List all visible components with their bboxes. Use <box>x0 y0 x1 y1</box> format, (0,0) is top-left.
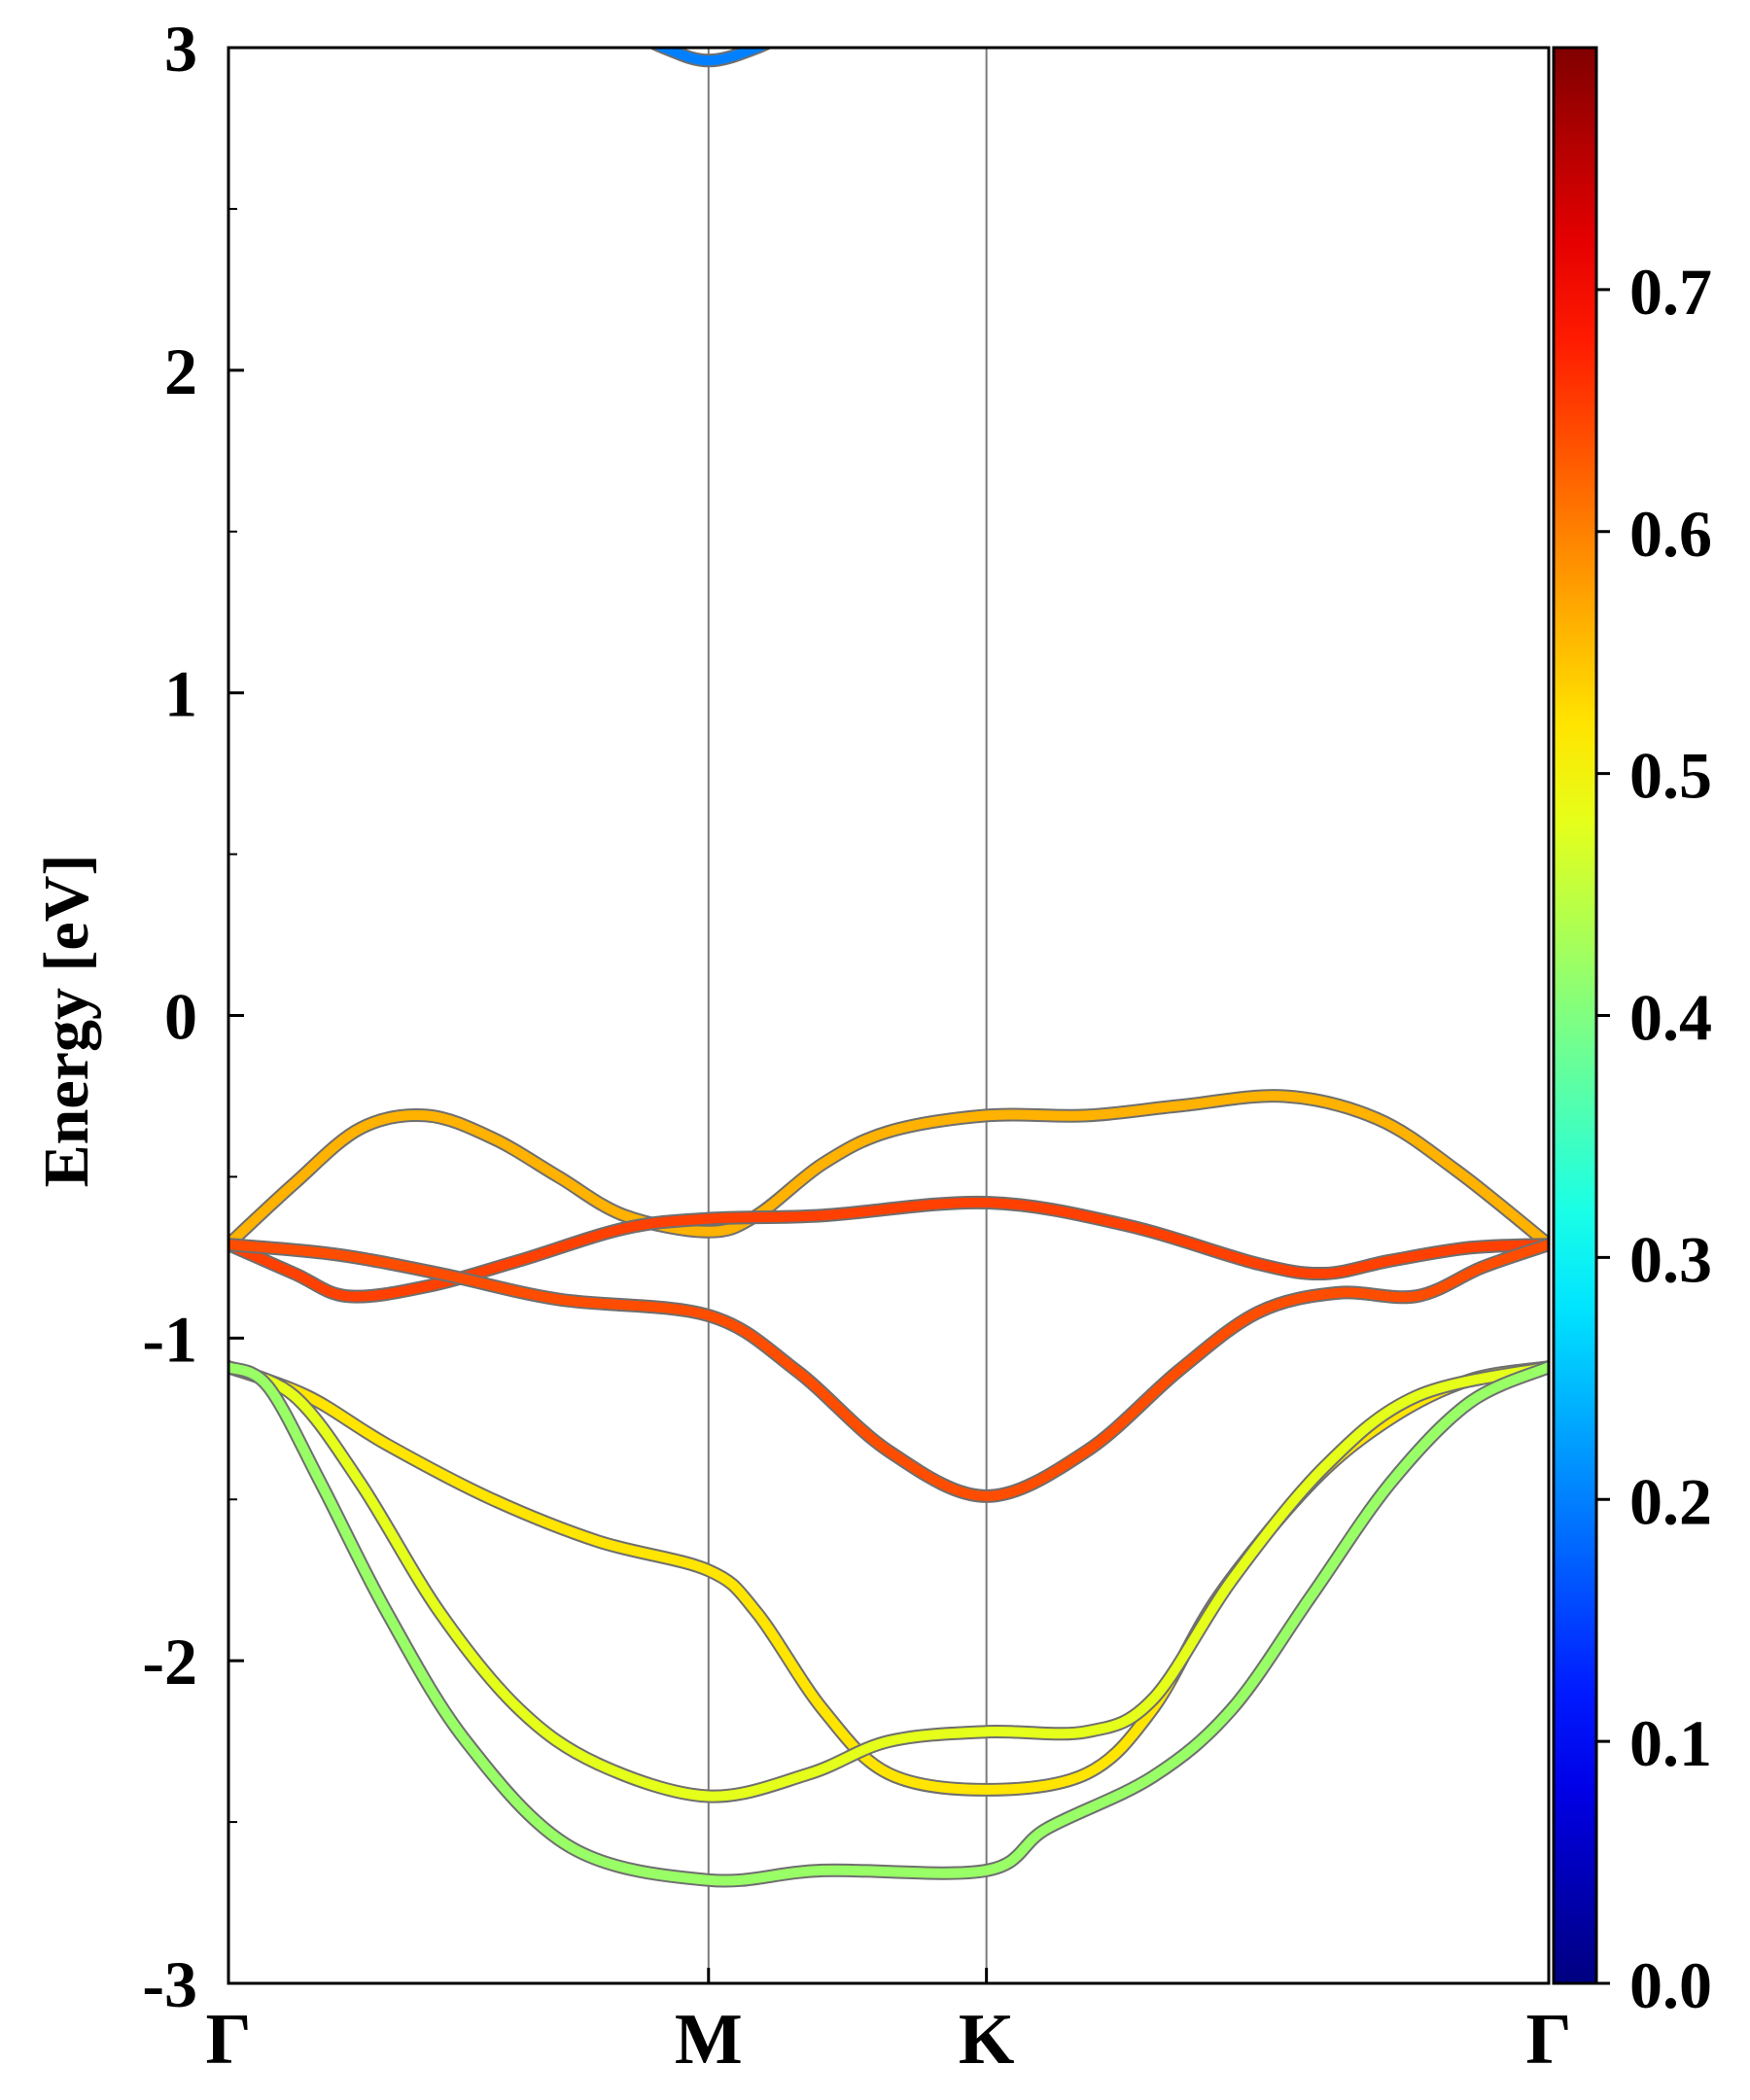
band-5 <box>228 1362 1549 1802</box>
y-tick-label-0: -3 <box>142 1947 197 2021</box>
y-tick-label-2: -1 <box>142 1302 197 1376</box>
y-tick-label-3: 0 <box>164 980 197 1054</box>
band-0 <box>651 48 769 66</box>
colorbar-tick-label-2: 0.2 <box>1629 1464 1712 1538</box>
band-1 <box>228 1091 1549 1250</box>
colorbar-tick-label-7: 0.7 <box>1629 255 1712 329</box>
x-tick-label-2: K <box>959 2000 1015 2080</box>
band-3 <box>228 1240 1549 1501</box>
colorbar-tick-label-0: 0.0 <box>1629 1948 1712 2022</box>
y-tick-label-6: 3 <box>164 12 197 86</box>
band-6 <box>228 1362 1549 1886</box>
bands <box>228 48 1549 1888</box>
x-tick-label-3: Γ <box>1525 2000 1571 2080</box>
band-2 <box>228 1197 1549 1302</box>
colorbar-tick-label-6: 0.6 <box>1629 497 1712 571</box>
y-tick-label-1: -2 <box>142 1625 197 1698</box>
colorbar-scale <box>1552 46 1598 1985</box>
band-outline-4 <box>228 1360 1549 1797</box>
y-tick-label-5: 2 <box>164 334 197 408</box>
band-outline-5 <box>228 1360 1549 1803</box>
band-4 <box>228 1362 1549 1795</box>
x-tick-label-0: Γ <box>205 2000 251 2080</box>
band-outline-0 <box>647 48 774 68</box>
x-tick-label-1: M <box>675 2000 743 2080</box>
colorbar-tick-label-5: 0.5 <box>1629 739 1712 813</box>
colorbar-tick-label-1: 0.1 <box>1629 1706 1712 1780</box>
y-tick-label-4: 1 <box>164 657 197 731</box>
colorbar: 0.0 0.1 0.2 0.3 0.4 0.5 0.6 0.7 <box>1552 46 1712 2022</box>
colorbar-tick-label-3: 0.3 <box>1629 1222 1712 1296</box>
colorbar-tick-label-4: 0.4 <box>1629 981 1712 1055</box>
y-axis-title: Energy [eV] <box>31 855 102 1188</box>
plot-area: -3 -2 -1 0 1 2 3 Γ M K Γ <box>142 12 1571 2080</box>
